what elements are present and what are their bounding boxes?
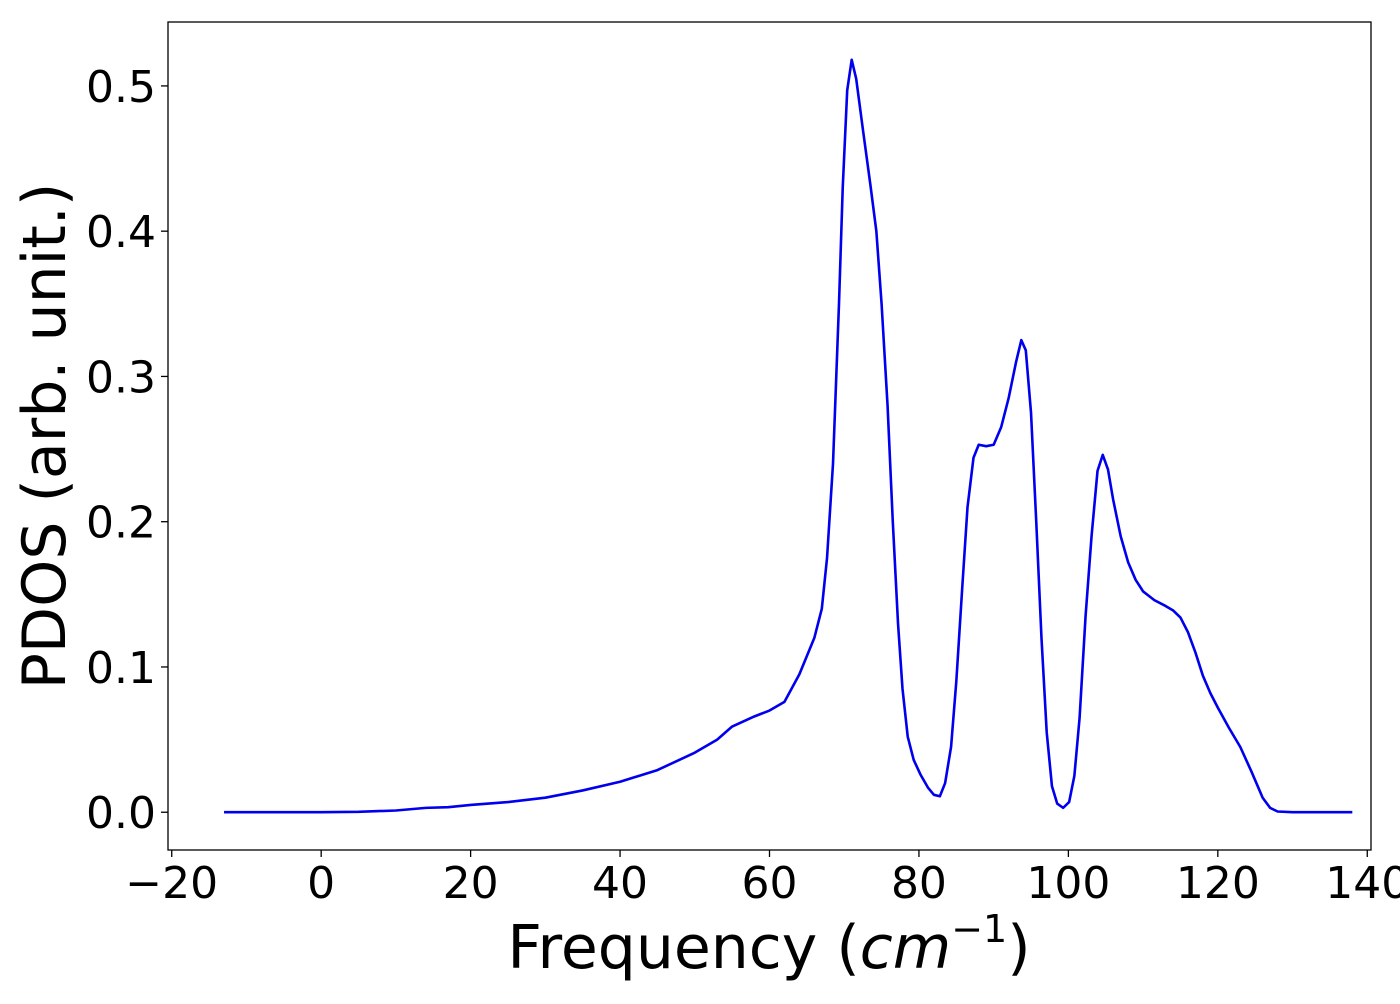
series-layer: [224, 58, 1353, 814]
x-tick-label: 40: [592, 858, 648, 909]
x-tick-label: −20: [125, 858, 218, 909]
y-tick-label: 0.0: [86, 788, 156, 839]
x-axis-label-exponent: −1: [951, 907, 1007, 951]
y-tick-label: 0.1: [86, 643, 156, 694]
x-axis-ticks: −20 0 20 40 60 80 100 120 140: [125, 850, 1400, 909]
x-tick-label: 0: [307, 858, 335, 909]
x-axis-label-close: ): [1007, 913, 1030, 983]
x-tick-label: 120: [1176, 858, 1260, 909]
x-tick-label: 140: [1325, 858, 1400, 909]
y-axis-ticks: 0.0 0.1 0.2 0.3 0.4 0.5: [86, 62, 168, 839]
y-tick-label: 0.3: [86, 352, 156, 403]
x-tick-label: 60: [742, 858, 798, 909]
x-axis-label-math: cm: [860, 913, 951, 983]
x-axis-label: Frequency (cm−1): [507, 907, 1030, 983]
y-tick-label: 0.5: [86, 62, 156, 113]
x-tick-label: 20: [443, 858, 499, 909]
y-tick-label: 0.4: [86, 207, 156, 258]
pdos-series-line-0: [224, 58, 1353, 814]
x-tick-label: 100: [1026, 858, 1110, 909]
y-axis-label: PDOS (arb. unit.): [10, 183, 80, 690]
y-tick-label: 0.2: [86, 498, 156, 549]
x-axis-label-main: Frequency (: [507, 913, 859, 983]
x-tick-label: 80: [891, 858, 947, 909]
